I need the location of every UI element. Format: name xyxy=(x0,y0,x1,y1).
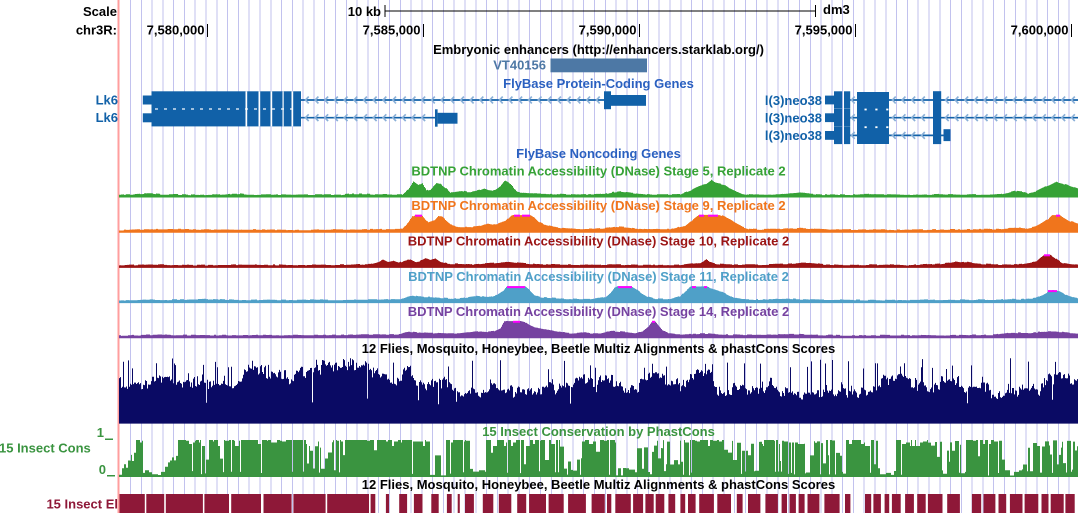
svg-text:l(3)neo38: l(3)neo38 xyxy=(765,93,822,108)
svg-text:7,600,000: 7,600,000 xyxy=(1011,23,1069,38)
svg-text:15 Insect El: 15 Insect El xyxy=(46,497,118,512)
svg-text:l(3)neo38: l(3)neo38 xyxy=(765,111,822,126)
svg-text:l(3)neo38: l(3)neo38 xyxy=(765,128,822,143)
svg-text:dm3: dm3 xyxy=(823,2,850,17)
svg-text:Lk6: Lk6 xyxy=(96,110,118,125)
svg-text:Lk6: Lk6 xyxy=(96,92,118,107)
svg-text:0: 0 xyxy=(99,462,106,477)
svg-text:Scale: Scale xyxy=(83,4,117,19)
svg-text:BDTNP Chromatin Accessibility: BDTNP Chromatin Accessibility (DNase) St… xyxy=(411,163,785,178)
svg-text:BDTNP Chromatin Accessibility: BDTNP Chromatin Accessibility (DNase) St… xyxy=(408,304,789,319)
svg-text:chr3R:: chr3R: xyxy=(76,23,117,38)
svg-text:7,585,000: 7,585,000 xyxy=(363,23,421,38)
svg-text:Embryonic enhancers (http://en: Embryonic enhancers (http://enhancers.st… xyxy=(433,42,764,57)
svg-text:7,580,000: 7,580,000 xyxy=(147,23,205,38)
svg-text:7,595,000: 7,595,000 xyxy=(795,23,853,38)
svg-text:BDTNP Chromatin Accessibility: BDTNP Chromatin Accessibility (DNase) St… xyxy=(411,198,785,213)
svg-text:VT40156: VT40156 xyxy=(493,58,546,73)
svg-text:15 Insect Conservation by Phas: 15 Insect Conservation by PhastCons xyxy=(482,424,715,439)
svg-text:BDTNP Chromatin Accessibility: BDTNP Chromatin Accessibility (DNase) St… xyxy=(408,234,789,249)
svg-text:FlyBase Protein-Coding Genes: FlyBase Protein-Coding Genes xyxy=(503,76,694,91)
svg-text:12 Flies, Mosquito, Honeybee,: 12 Flies, Mosquito, Honeybee, Beetle Mul… xyxy=(362,341,835,356)
svg-text:15 Insect Cons: 15 Insect Cons xyxy=(0,441,91,456)
svg-text:7,590,000: 7,590,000 xyxy=(579,23,637,38)
svg-text:1: 1 xyxy=(97,425,104,440)
svg-text:10 kb: 10 kb xyxy=(348,4,381,19)
svg-text:12 Flies, Mosquito, Honeybee,: 12 Flies, Mosquito, Honeybee, Beetle Mul… xyxy=(362,477,835,492)
svg-text:BDTNP Chromatin Accessibility: BDTNP Chromatin Accessibility (DNase) St… xyxy=(408,269,789,284)
svg-text:FlyBase Noncoding Genes: FlyBase Noncoding Genes xyxy=(516,146,681,161)
